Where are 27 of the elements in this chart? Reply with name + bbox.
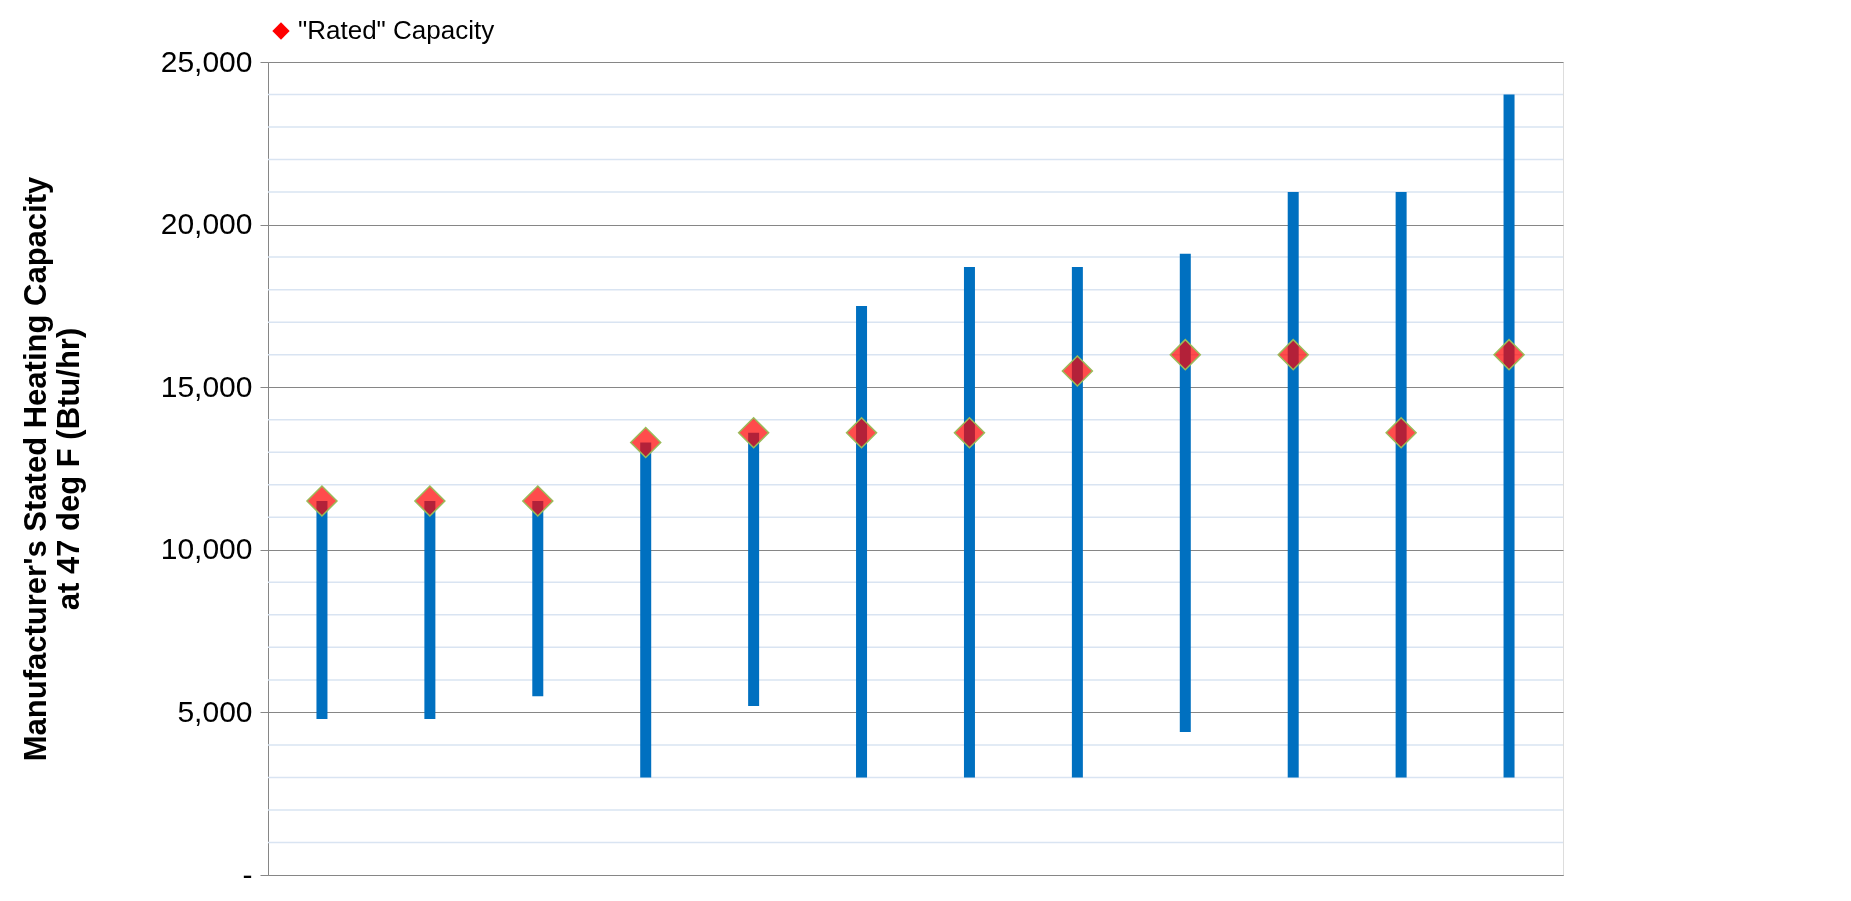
point: [1169, 338, 1202, 371]
point: [845, 416, 878, 449]
point: [953, 416, 986, 449]
bar: [1071, 266, 1083, 778]
bar: [1395, 192, 1407, 778]
legend-label: "Rated" Capacity: [298, 15, 495, 45]
point: [306, 485, 338, 517]
y-tick-label: 15,000: [160, 369, 253, 403]
bar: [1179, 253, 1191, 732]
y-tick-label: 5,000: [177, 694, 253, 728]
y-axis-title: Manufacturer's Stated Heating Capacity at 47 deg F (Btu/hr): [17, 176, 86, 762]
y-tick-label: 25,000: [160, 44, 253, 78]
bar: [963, 266, 975, 778]
bar: [1287, 192, 1299, 778]
point: [1277, 338, 1309, 371]
bar: [856, 305, 868, 778]
point: [1493, 338, 1525, 371]
bar: [1503, 94, 1515, 778]
y-tick-label: -: [242, 857, 253, 891]
y-tick-label: 20,000: [160, 207, 253, 241]
point: [1061, 355, 1094, 387]
point: [629, 426, 662, 459]
point: [522, 485, 554, 517]
y-tick-label: 10,000: [160, 532, 253, 566]
point: [414, 485, 446, 517]
point: [1385, 416, 1417, 449]
point: [737, 416, 770, 449]
